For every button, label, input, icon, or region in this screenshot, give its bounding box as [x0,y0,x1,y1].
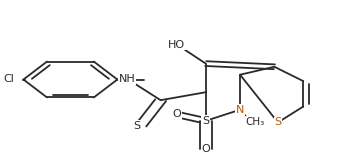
Text: S: S [134,121,141,131]
Text: S: S [274,118,282,127]
Text: O: O [201,145,210,154]
Text: NH: NH [119,75,135,84]
Text: CH₃: CH₃ [246,117,265,127]
Text: S: S [202,116,209,126]
Text: N: N [236,105,244,115]
Text: HO: HO [168,40,186,49]
Text: O: O [173,110,181,119]
Text: Cl: Cl [4,75,14,84]
